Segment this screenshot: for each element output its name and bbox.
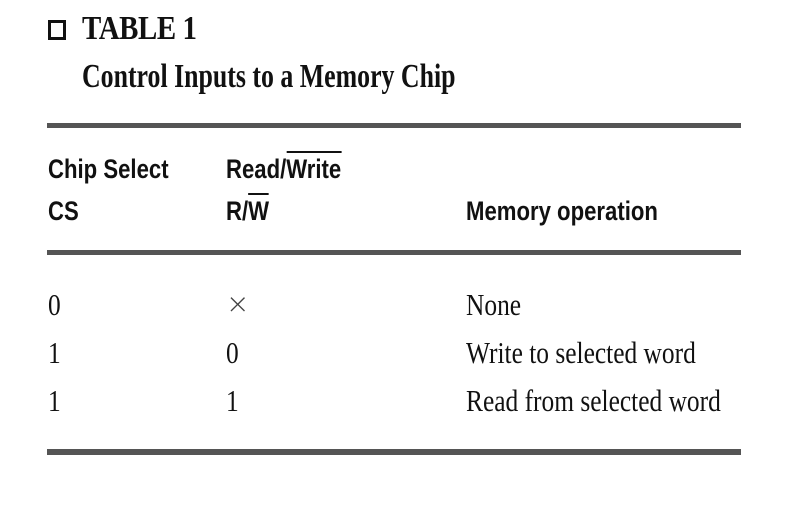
top-rule	[47, 123, 741, 128]
header-rule	[47, 250, 741, 255]
header-write-overlined: Write	[286, 151, 342, 184]
row3-rw: 1	[226, 383, 239, 418]
header-memory-operation: Memory operation	[466, 196, 658, 226]
table-number: TABLE 1	[82, 10, 197, 47]
row3-operation: Read from selected word	[466, 383, 721, 418]
row2-cs: 1	[48, 335, 61, 370]
row1-cs: 0	[48, 287, 61, 322]
table-title: Control Inputs to a Memory Chip	[82, 58, 456, 95]
header-r-text: R/	[226, 196, 249, 226]
header-chip-select: Chip Select	[48, 156, 169, 183]
square-bullet-icon	[48, 20, 66, 40]
row1-operation: None	[466, 287, 522, 322]
header-cs-line2: CS	[48, 196, 79, 226]
header-read-write: Read/Write	[226, 151, 342, 184]
row2-operation: Write to selected word	[466, 335, 696, 370]
row3-cs: 1	[48, 383, 61, 418]
row1-rw: ×	[226, 287, 250, 320]
header-chip-select-line1: Chip Select	[48, 154, 169, 184]
bottom-rule	[47, 449, 741, 455]
header-rw: R/W	[226, 193, 270, 226]
row2-rw: 0	[226, 335, 239, 370]
header-read-text: Read/	[226, 154, 287, 184]
header-cs: CS	[48, 198, 79, 225]
header-w-overlined: W	[248, 193, 270, 226]
